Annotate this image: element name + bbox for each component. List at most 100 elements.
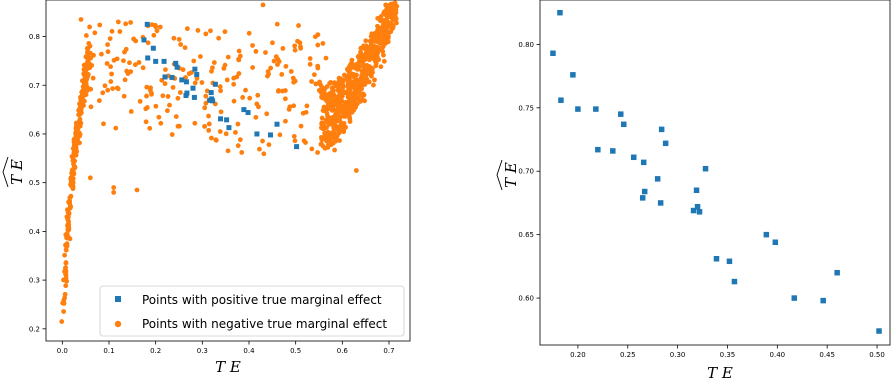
left-negative-point xyxy=(318,90,324,96)
left-negative-point xyxy=(384,25,390,31)
left-negative-point xyxy=(218,109,224,115)
left-negative-point xyxy=(365,54,371,60)
left-negative-point xyxy=(340,105,345,111)
legend-square-marker xyxy=(115,296,121,302)
left-negative-point xyxy=(331,93,336,99)
left-negative-point xyxy=(328,80,333,85)
left-negative-point xyxy=(240,95,246,100)
left-negative-point xyxy=(153,24,159,30)
left-negative-point xyxy=(64,231,70,237)
left-positive-point xyxy=(267,132,273,138)
right-positive-point xyxy=(593,106,599,112)
left-negative-point xyxy=(177,90,183,95)
left-positive-point xyxy=(145,55,151,61)
left-positive-point xyxy=(226,125,232,131)
left-negative-point xyxy=(363,38,369,44)
left-negative-point xyxy=(191,58,197,64)
left-negative-point xyxy=(327,136,333,142)
left-negative-point xyxy=(333,135,339,141)
left-negative-point xyxy=(66,210,72,216)
right-x-tick-label: 0.25 xyxy=(620,351,636,359)
left-negative-point xyxy=(203,100,209,106)
left-negative-point xyxy=(224,77,230,83)
left-negative-point xyxy=(133,38,139,44)
right-x-tick-label: 0.50 xyxy=(869,351,885,359)
left-negative-point xyxy=(257,146,262,152)
left-negative-point xyxy=(343,124,349,130)
left-negative-points xyxy=(59,0,400,324)
left-positive-point xyxy=(294,144,300,150)
left-negative-point xyxy=(123,21,129,27)
left-negative-point xyxy=(235,121,241,127)
left-negative-point xyxy=(72,147,78,153)
left-negative-point xyxy=(144,93,149,99)
left-negative-point xyxy=(74,129,80,135)
left-negative-point xyxy=(182,45,188,50)
left-positive-point xyxy=(194,72,200,78)
left-positive-point xyxy=(212,81,218,87)
left-negative-point xyxy=(149,90,154,96)
left-negative-point xyxy=(359,97,365,103)
left-negative-point xyxy=(270,40,275,46)
left-negative-point xyxy=(77,118,82,124)
left-negative-point xyxy=(351,79,357,84)
left-negative-point xyxy=(65,222,71,227)
left-negative-point xyxy=(137,98,143,104)
left-negative-point xyxy=(332,126,338,132)
left-negative-point xyxy=(339,98,345,104)
left-negative-point xyxy=(282,88,288,93)
left-negative-point xyxy=(354,84,360,90)
left-negative-point xyxy=(63,283,69,289)
left-negative-point xyxy=(90,75,96,81)
left-negative-point xyxy=(292,78,298,84)
left-negative-point xyxy=(331,101,337,107)
left-negative-point xyxy=(319,95,325,100)
right-positive-point xyxy=(595,146,601,153)
left-negative-point xyxy=(297,40,303,46)
right-positive-point xyxy=(876,328,882,334)
left-negative-point xyxy=(178,42,184,47)
left-negative-point xyxy=(156,114,162,120)
right-y-tick-label: 0.75 xyxy=(518,104,534,112)
left-negative-point xyxy=(128,20,134,25)
left-positive-point xyxy=(141,37,147,43)
left-positive-point xyxy=(274,121,280,127)
left-negative-point xyxy=(203,93,209,99)
left-negative-point xyxy=(337,129,343,135)
left-negative-point xyxy=(317,82,323,87)
left-negative-point xyxy=(298,123,304,129)
left-negative-point xyxy=(375,51,380,56)
left-negative-point xyxy=(296,23,301,28)
left-negative-point xyxy=(64,235,69,241)
left-negative-point xyxy=(85,50,91,56)
left-x-tick-label: 0.0 xyxy=(57,347,68,355)
left-negative-point xyxy=(151,32,157,38)
right-plot-frame xyxy=(539,0,891,346)
left-negative-point xyxy=(78,102,83,108)
left-negative-point xyxy=(153,103,159,109)
left-negative-point xyxy=(91,52,96,58)
left-negative-point xyxy=(115,19,121,25)
left-negative-point xyxy=(362,81,368,87)
left-negative-point xyxy=(354,72,359,78)
left-negative-point xyxy=(165,108,170,114)
left-positive-point xyxy=(241,107,247,113)
right-x-tick-label: 0.30 xyxy=(670,351,686,359)
left-negative-point xyxy=(66,227,72,233)
left-negative-point xyxy=(73,125,79,131)
left-negative-point xyxy=(198,54,203,59)
left-positive-point xyxy=(208,90,214,96)
left-negative-point xyxy=(387,7,393,13)
left-negative-point xyxy=(330,114,336,120)
left-negative-point xyxy=(256,104,261,110)
left-negative-point xyxy=(73,152,79,158)
right-positive-point xyxy=(570,72,576,78)
left-y-tick-label: 0.5 xyxy=(29,179,40,187)
left-negative-point xyxy=(206,127,212,133)
left-negative-point xyxy=(360,52,366,58)
left-y-ticks: 0.2 0.3 0.4 0.5 0.6 0.7 0.8 xyxy=(29,33,46,333)
left-negative-point xyxy=(341,113,346,119)
left-positive-point xyxy=(184,90,190,96)
left-negative-point xyxy=(325,99,331,105)
